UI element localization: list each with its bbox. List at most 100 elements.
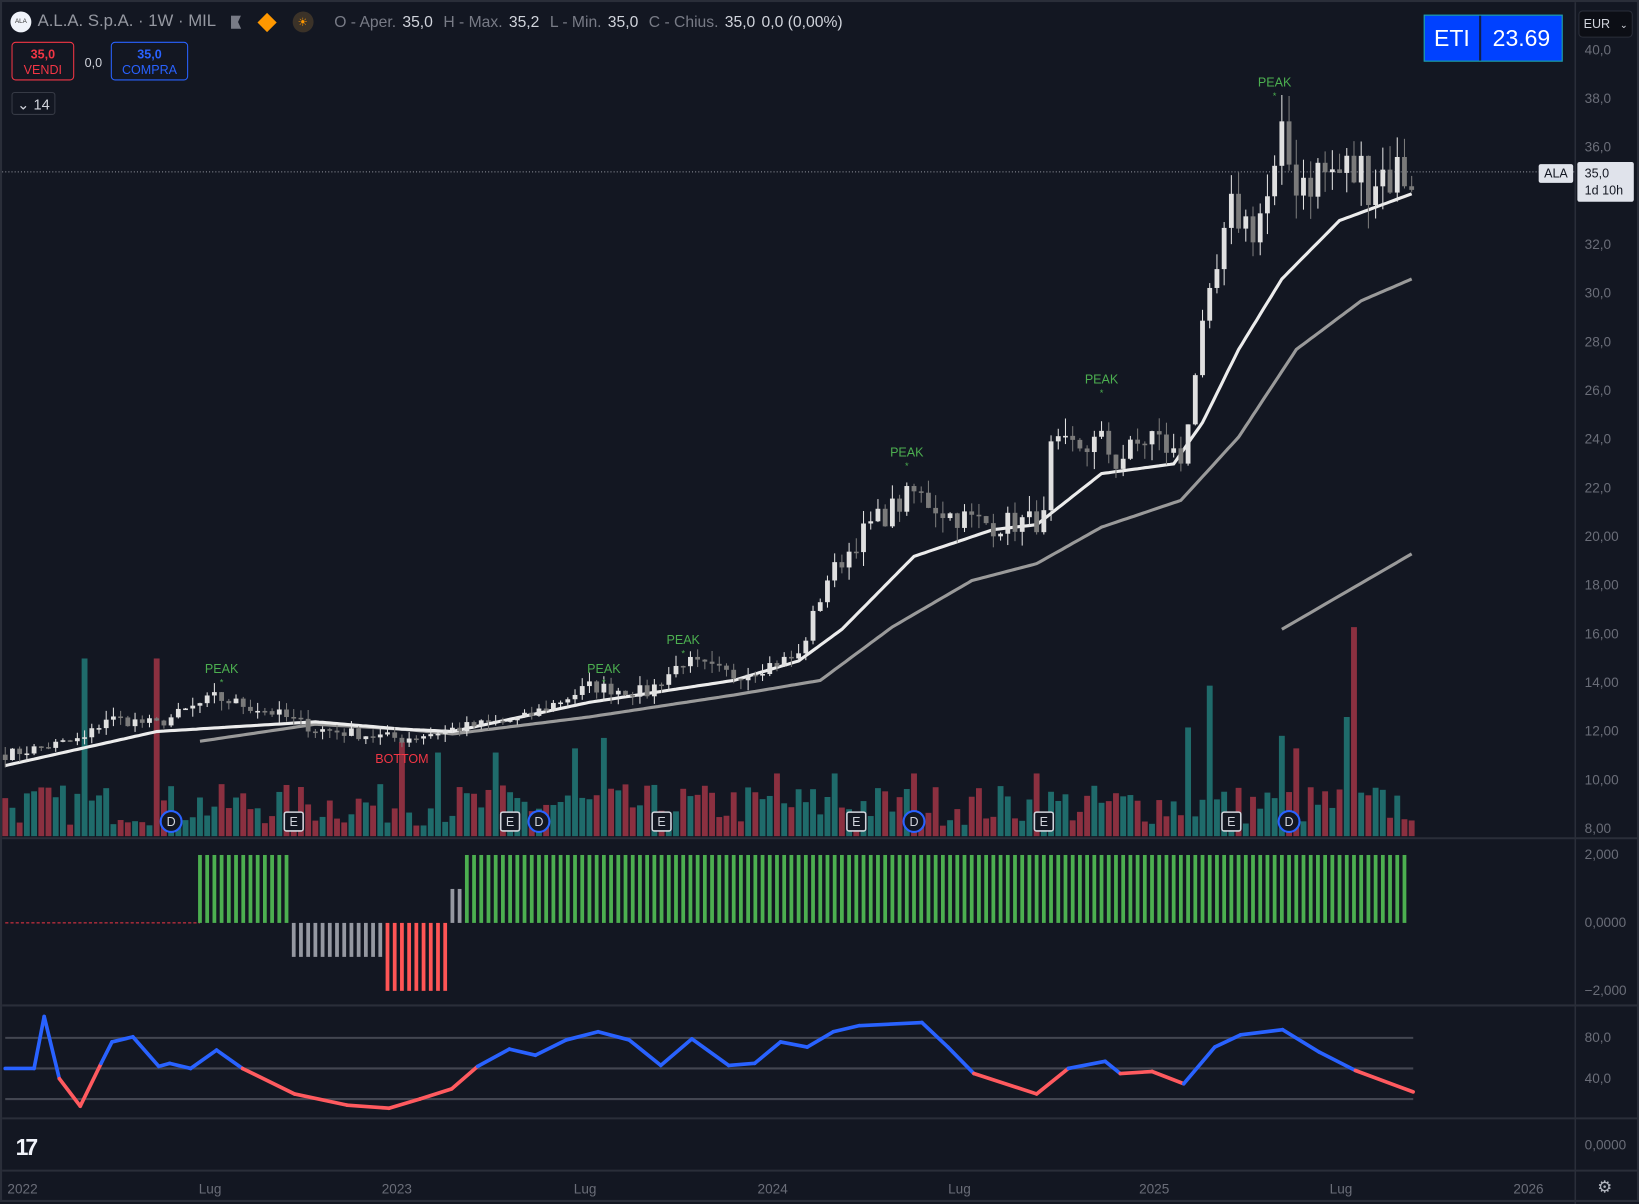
candle-body	[1250, 216, 1256, 243]
volume-bar	[240, 793, 247, 837]
currency-select[interactable]: EUR ⌄	[1578, 10, 1633, 38]
candle-body	[312, 731, 318, 734]
histogram-bar	[1020, 854, 1025, 923]
volume-bar	[615, 790, 622, 837]
candle	[1178, 436, 1184, 472]
histogram-bar	[587, 854, 592, 923]
time-tick: Lug	[199, 1182, 222, 1197]
volume-bar	[579, 797, 586, 837]
candle	[10, 748, 15, 761]
time-tick: Lug	[574, 1182, 597, 1197]
buy-button[interactable]: 35,0 COMPRA	[110, 41, 189, 81]
candle	[1358, 141, 1364, 206]
candle-body	[284, 709, 289, 718]
candle-body	[587, 681, 592, 687]
candle	[1034, 500, 1040, 535]
candle-body	[2, 754, 8, 761]
candle	[161, 719, 167, 729]
candle-body	[846, 551, 852, 568]
volume-bar	[896, 797, 903, 837]
histogram-bar	[984, 854, 989, 923]
histogram-bar	[277, 854, 282, 923]
volume-bar	[1185, 727, 1192, 837]
candle-body	[211, 692, 217, 696]
volume-bar	[1351, 627, 1357, 837]
candle	[594, 680, 600, 699]
candle-body	[1279, 121, 1285, 166]
candle	[204, 692, 210, 708]
candle	[413, 735, 419, 743]
histogram-bar	[1272, 854, 1277, 923]
histogram-bar	[234, 854, 238, 923]
volume-bar	[701, 785, 708, 837]
tradingview-logo[interactable]: 17	[15, 1134, 39, 1161]
volume-bar	[1264, 792, 1271, 837]
histogram-bar	[883, 854, 888, 923]
candle-body	[1394, 156, 1400, 193]
volume-bar	[2, 798, 9, 837]
candle-body	[1409, 186, 1415, 190]
candle	[1200, 309, 1205, 378]
candle	[1315, 158, 1321, 209]
candle-body	[442, 730, 448, 734]
candle-body	[1214, 269, 1220, 288]
candle-body	[601, 683, 607, 693]
histogram-tick: 0,0000	[1585, 915, 1627, 930]
volume-bar	[427, 808, 434, 837]
candle-body	[579, 686, 585, 695]
sell-button[interactable]: 35,0 VENDI	[11, 41, 75, 81]
volume-bar	[182, 820, 189, 837]
event-label: E	[852, 815, 860, 829]
candle	[356, 726, 362, 741]
candle-body	[1221, 227, 1227, 270]
settings-icon[interactable]: ⚙	[1597, 1178, 1613, 1197]
candle-body	[1358, 155, 1364, 183]
candle-body	[1200, 320, 1205, 376]
volume-bar	[67, 824, 74, 837]
indicators-toggle[interactable]: ⌄ 14	[11, 91, 56, 115]
candle-body	[399, 737, 405, 743]
oscillator-segment	[345, 1103, 391, 1111]
candle-body	[1402, 156, 1407, 187]
volume-bar	[312, 820, 319, 837]
candle-body	[1337, 169, 1342, 173]
candle	[1308, 161, 1314, 219]
last-price-label: 35,0 1d 10h	[1577, 162, 1634, 202]
oscillator-segment	[1066, 1059, 1107, 1071]
candle	[46, 742, 51, 750]
volume-bar	[1257, 808, 1264, 837]
histogram-bar	[464, 854, 469, 923]
histogram-bar	[371, 922, 375, 957]
histogram-bar	[1229, 854, 1234, 923]
histogram-bar	[659, 854, 664, 923]
candle-body	[861, 523, 866, 553]
oscillator-segment	[99, 1040, 114, 1066]
volume-bar	[867, 816, 874, 837]
volume-bar	[449, 815, 456, 837]
candle	[507, 719, 513, 723]
candle	[990, 513, 996, 548]
histogram-bar	[1265, 854, 1270, 923]
price-tick: 18,00	[1585, 578, 1619, 593]
histogram-bar	[1287, 854, 1291, 923]
candle-body	[695, 656, 701, 660]
volume-bar	[355, 798, 362, 837]
volume-bar	[680, 788, 687, 837]
candle	[630, 691, 636, 706]
histogram-bar	[796, 854, 801, 923]
candle	[1164, 422, 1169, 465]
histogram-bar	[861, 854, 866, 923]
symbol-title[interactable]: A.L.A. S.p.A. · 1W · MIL	[37, 12, 217, 31]
histogram-bar	[378, 922, 383, 957]
candle-body	[839, 562, 845, 568]
candle	[918, 486, 924, 503]
candle	[644, 679, 650, 699]
candle-body	[1127, 439, 1133, 459]
flag-icon[interactable]	[230, 15, 242, 29]
candle	[1293, 139, 1299, 219]
volume-bar	[1336, 789, 1343, 837]
histogram-bar	[1359, 854, 1364, 923]
diamond-icon[interactable]	[257, 12, 277, 32]
volume-bar	[435, 752, 441, 837]
